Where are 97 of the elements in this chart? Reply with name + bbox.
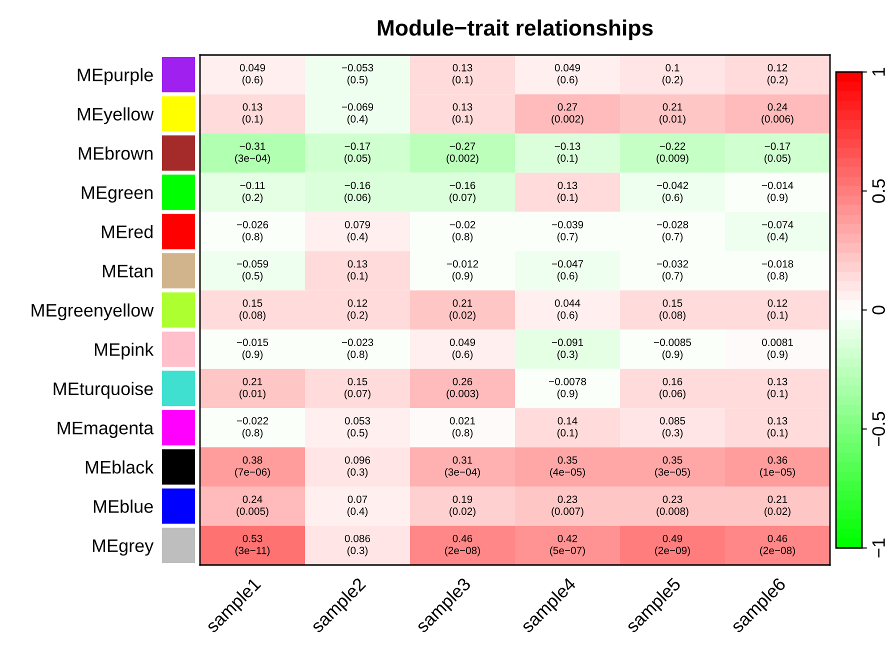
data-label: 0.24 (0.005): [236, 496, 268, 517]
data-label: 0.12 (0.1): [767, 299, 788, 321]
y-tick-label: MEbrown: [78, 146, 152, 160]
data-label: 0.23 (0.008): [656, 496, 688, 517]
data-label: 0.36 (1e−05): [760, 456, 795, 478]
data-label: 0.049 (0.6): [554, 64, 580, 86]
y-tick-label: MEgreen: [82, 186, 152, 203]
data-label: 0.13 (0.1): [452, 64, 473, 86]
data-label: 0.044 (0.6): [554, 299, 580, 321]
data-label: −0.032 (0.7): [656, 260, 688, 282]
data-label: 0.15 (0.07): [344, 378, 370, 400]
data-label: 0.079 (0.4): [344, 220, 370, 242]
y-tick-label: MEtan: [102, 264, 152, 278]
data-label: 0.38 (7e−06): [235, 456, 270, 478]
data-label: 0.049 (0.6): [240, 64, 266, 86]
data-label: 0.021 (0.8): [450, 417, 476, 439]
data-label: −0.014 (0.9): [762, 182, 794, 204]
data-label: −0.11 (0.2): [240, 182, 265, 204]
data-label: 0.15 (0.08): [660, 299, 686, 321]
data-label: −0.018 (0.8): [762, 260, 794, 282]
y-tick-label: MEpink: [94, 342, 154, 360]
data-label: 0.0081 (0.9): [762, 338, 793, 360]
data-label: −0.31 (3e−04): [235, 142, 270, 164]
data-label: 0.13 (0.1): [767, 378, 788, 400]
data-label: −0.028 (0.7): [656, 220, 688, 242]
color-bar-label: 0: [872, 306, 885, 314]
data-label: −0.16 (0.06): [344, 182, 370, 204]
data-label: 0.16 (0.06): [660, 378, 686, 400]
color-bar-label: 0.5: [872, 179, 885, 203]
data-label: 0.085 (0.3): [660, 417, 686, 439]
data-label: −0.022 (0.8): [236, 417, 268, 439]
y-tick-label: MEblack: [86, 460, 154, 474]
data-label: −0.091 (0.3): [552, 338, 584, 360]
data-label: 0.13 (0.1): [242, 103, 263, 125]
color-bar-label: 1: [872, 68, 885, 76]
data-label: 0.26 (0.003): [446, 378, 478, 400]
color-bar-label: −0.5: [872, 412, 885, 446]
data-label: 0.19 (0.02): [450, 496, 476, 517]
data-label: −0.015 (0.9): [236, 338, 268, 360]
y-tick-label: MEgrey: [92, 540, 154, 556]
data-label: −0.069 (0.4): [342, 103, 374, 125]
data-label: −0.023 (0.8): [342, 338, 374, 360]
y-tick-label: MEred: [102, 224, 153, 238]
data-label: 0.053 (0.5): [344, 417, 370, 439]
data-label: 0.24 (0.006): [762, 103, 794, 125]
data-label: 0.21 (0.01): [660, 103, 686, 125]
data-label: 0.49 (2e−09): [655, 534, 690, 556]
data-label: 0.21 (0.01): [240, 378, 266, 400]
chart-title: Module−trait relationships: [378, 19, 653, 40]
y-tick-label: MEblue: [94, 500, 153, 513]
data-label: 0.13 (0.1): [452, 103, 473, 125]
data-label: −0.042 (0.6): [656, 182, 688, 204]
data-label: 0.21 (0.02): [764, 496, 790, 517]
data-label: −0.22 (0.009): [656, 142, 688, 164]
data-label: −0.059 (0.5): [236, 260, 268, 282]
data-label: 0.14 (0.1): [557, 417, 578, 439]
data-label: 0.46 (2e−08): [760, 534, 795, 556]
data-label: 0.46 (2e−08): [445, 534, 480, 556]
data-label: −0.13 (0.1): [554, 142, 580, 164]
data-label: 0.53 (3e−11): [235, 534, 270, 556]
data-label: 0.07 (0.4): [347, 496, 368, 517]
data-label: 0.12 (0.2): [767, 64, 788, 86]
data-label: −0.047 (0.6): [552, 260, 584, 282]
data-label: −0.026 (0.8): [236, 220, 268, 242]
data-label: 0.13 (0.1): [767, 417, 788, 439]
data-label: −0.17 (0.05): [764, 142, 790, 164]
data-label: 0.13 (0.1): [557, 182, 578, 204]
data-label: −0.16 (0.07): [450, 182, 476, 204]
y-tick-label: MEturquoise: [54, 382, 153, 399]
data-label: 0.27 (0.002): [552, 103, 584, 125]
data-label: 0.15 (0.08): [240, 299, 266, 321]
data-label: −0.012 (0.9): [446, 260, 478, 282]
data-label: −0.17 (0.05): [344, 142, 370, 164]
y-tick-label: MEyellow: [78, 107, 154, 124]
data-label: −0.27 (0.002): [446, 142, 478, 164]
y-tick-label: MEgreenyellow: [32, 303, 154, 320]
data-label: 0.35 (4e−05): [550, 456, 585, 478]
y-tick-label: MEpurple: [78, 68, 153, 85]
data-label: 0.096 (0.3): [344, 456, 370, 478]
data-label: −0.0078 (0.9): [549, 378, 586, 400]
data-label: 0.42 (5e−07): [550, 534, 585, 556]
y-tick-label: MEmagenta: [58, 422, 154, 438]
data-label: 0.086 (0.3): [344, 534, 370, 556]
data-label: −0.0085 (0.9): [654, 338, 692, 360]
data-label: 0.12 (0.2): [347, 299, 368, 321]
data-label: 0.13 (0.1): [347, 260, 368, 282]
data-label: 0.23 (0.007): [552, 496, 584, 517]
color-bar-label: −1: [872, 538, 885, 558]
data-label: 0.21 (0.02): [450, 299, 476, 321]
data-label: −0.02 (0.8): [450, 220, 476, 242]
data-label: −0.053 (0.5): [342, 64, 374, 86]
data-label: 0.049 (0.6): [450, 338, 476, 360]
data-label: −0.074 (0.4): [762, 220, 794, 242]
data-label: 0.1 (0.2): [662, 64, 683, 86]
data-label: 0.31 (3e−04): [445, 456, 480, 478]
data-label: −0.039 (0.7): [552, 220, 584, 242]
data-label: 0.35 (3e−05): [655, 456, 690, 478]
